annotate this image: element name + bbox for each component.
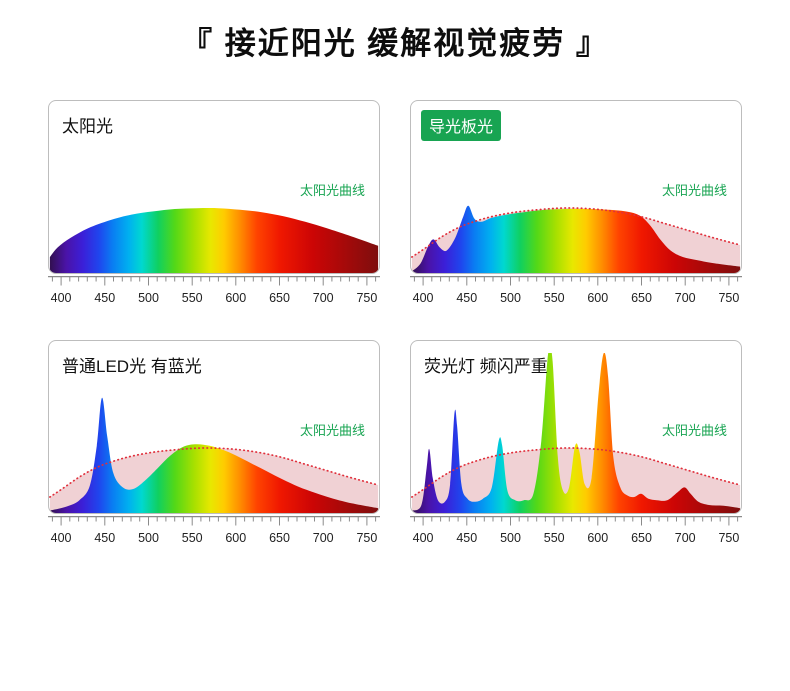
tick-label: 500 xyxy=(138,291,159,305)
spectrum-plot xyxy=(49,113,379,273)
spectrum-plot xyxy=(49,353,379,513)
sun-curve-label: 太阳光曲线 xyxy=(661,423,727,438)
tick-label: 700 xyxy=(675,291,696,305)
sun-curve-label: 太阳光曲线 xyxy=(299,423,365,438)
tick-label: 550 xyxy=(182,531,203,545)
tick-label: 500 xyxy=(500,531,521,545)
tick-label: 700 xyxy=(313,291,334,305)
axis-ruler: 400 450 500 550 600 650 700 750 xyxy=(410,516,742,546)
chart-lightguide-panel: 导光板光 太阳光曲线 400 450 500 550 600 650 700 750 xyxy=(410,100,742,306)
tick-label: 450 xyxy=(456,291,477,305)
sunlight-reference-dotted-line xyxy=(411,447,741,498)
chart-title-label: 荧光灯 频闪严重 xyxy=(424,357,548,376)
chart-box: 普通LED光 有蓝光 太阳光曲线 xyxy=(48,340,380,514)
axis-ruler-svg: 400 450 500 550 600 650 700 750 xyxy=(48,276,380,305)
axis-ruler-svg: 400 450 500 550 600 650 700 750 xyxy=(410,516,742,545)
chart-title-label: 导光板光 xyxy=(421,110,502,141)
tick-label: 650 xyxy=(269,291,290,305)
spectrum-svg xyxy=(411,205,741,273)
axis-ruler-svg: 400 450 500 550 600 650 700 750 xyxy=(410,276,742,305)
tick-label: 500 xyxy=(138,531,159,545)
spectrum-plot xyxy=(411,113,741,273)
spectrum-svg xyxy=(411,345,741,513)
spectrum-area xyxy=(49,397,379,513)
tick-label: 650 xyxy=(631,531,652,545)
spectrum-area xyxy=(49,208,379,273)
tick-label: 550 xyxy=(182,291,203,305)
tick-label: 400 xyxy=(413,531,434,545)
charts-grid: 太阳光 太阳光曲线 400 450 500 550 600 650 700 750 导光板光 … xyxy=(48,100,742,546)
axis-ruler-svg: 400 450 500 550 600 650 700 750 xyxy=(48,516,380,545)
spectrum-area xyxy=(411,345,741,513)
tick-label: 600 xyxy=(587,531,608,545)
spectrum-area xyxy=(411,205,741,273)
spectrum-svg xyxy=(49,208,379,273)
tick-label: 600 xyxy=(587,291,608,305)
tick-label: 450 xyxy=(94,291,115,305)
tick-label: 750 xyxy=(718,531,739,545)
chart-box: 导光板光 太阳光曲线 xyxy=(410,100,742,274)
chart-sunlight: 太阳光 太阳光曲线 400 450 500 550 600 650 700 750 xyxy=(48,100,380,306)
spectrum-svg xyxy=(49,397,379,513)
page-title: 『 接近阳光 缓解视觉疲劳 』 xyxy=(181,26,609,61)
tick-label: 700 xyxy=(313,531,334,545)
axis-ruler: 400 450 500 550 600 650 700 750 xyxy=(48,276,380,306)
tick-label: 750 xyxy=(356,291,377,305)
tick-label: 650 xyxy=(269,531,290,545)
tick-label: 750 xyxy=(718,291,739,305)
sunlight-reference-dotted-line xyxy=(411,207,741,258)
tick-label: 550 xyxy=(544,531,565,545)
tick-label: 550 xyxy=(544,291,565,305)
tick-label: 700 xyxy=(675,531,696,545)
chart-box: 太阳光 太阳光曲线 xyxy=(48,100,380,274)
tick-label: 650 xyxy=(631,291,652,305)
tick-label: 600 xyxy=(225,531,246,545)
tick-label: 450 xyxy=(94,531,115,545)
chart-title-label: 普通LED光 有蓝光 xyxy=(62,357,202,376)
chart-ordinary-led: 普通LED光 有蓝光 太阳光曲线 400 450 500 550 600 650 700 75… xyxy=(48,340,380,546)
tick-label: 400 xyxy=(51,531,72,545)
spectrum-plot xyxy=(411,345,741,513)
tick-label: 500 xyxy=(500,291,521,305)
tick-label: 600 xyxy=(225,291,246,305)
chart-fluorescent: 荧光灯 频闪严重 太阳光曲线 400 450 500 550 600 650 700 750 xyxy=(410,340,742,546)
tick-label: 400 xyxy=(51,291,72,305)
tick-label: 750 xyxy=(356,531,377,545)
sunlight-reference-dotted-line xyxy=(49,447,379,498)
chart-box: 荧光灯 频闪严重 太阳光曲线 xyxy=(410,340,742,514)
axis-ruler: 400 450 500 550 600 650 700 750 xyxy=(48,516,380,546)
sun-curve-label: 太阳光曲线 xyxy=(661,183,727,198)
tick-label: 400 xyxy=(413,291,434,305)
sun-curve-label: 太阳光曲线 xyxy=(299,183,365,198)
axis-ruler: 400 450 500 550 600 650 700 750 xyxy=(410,276,742,306)
tick-label: 450 xyxy=(456,531,477,545)
chart-title-label: 太阳光 xyxy=(62,117,113,136)
